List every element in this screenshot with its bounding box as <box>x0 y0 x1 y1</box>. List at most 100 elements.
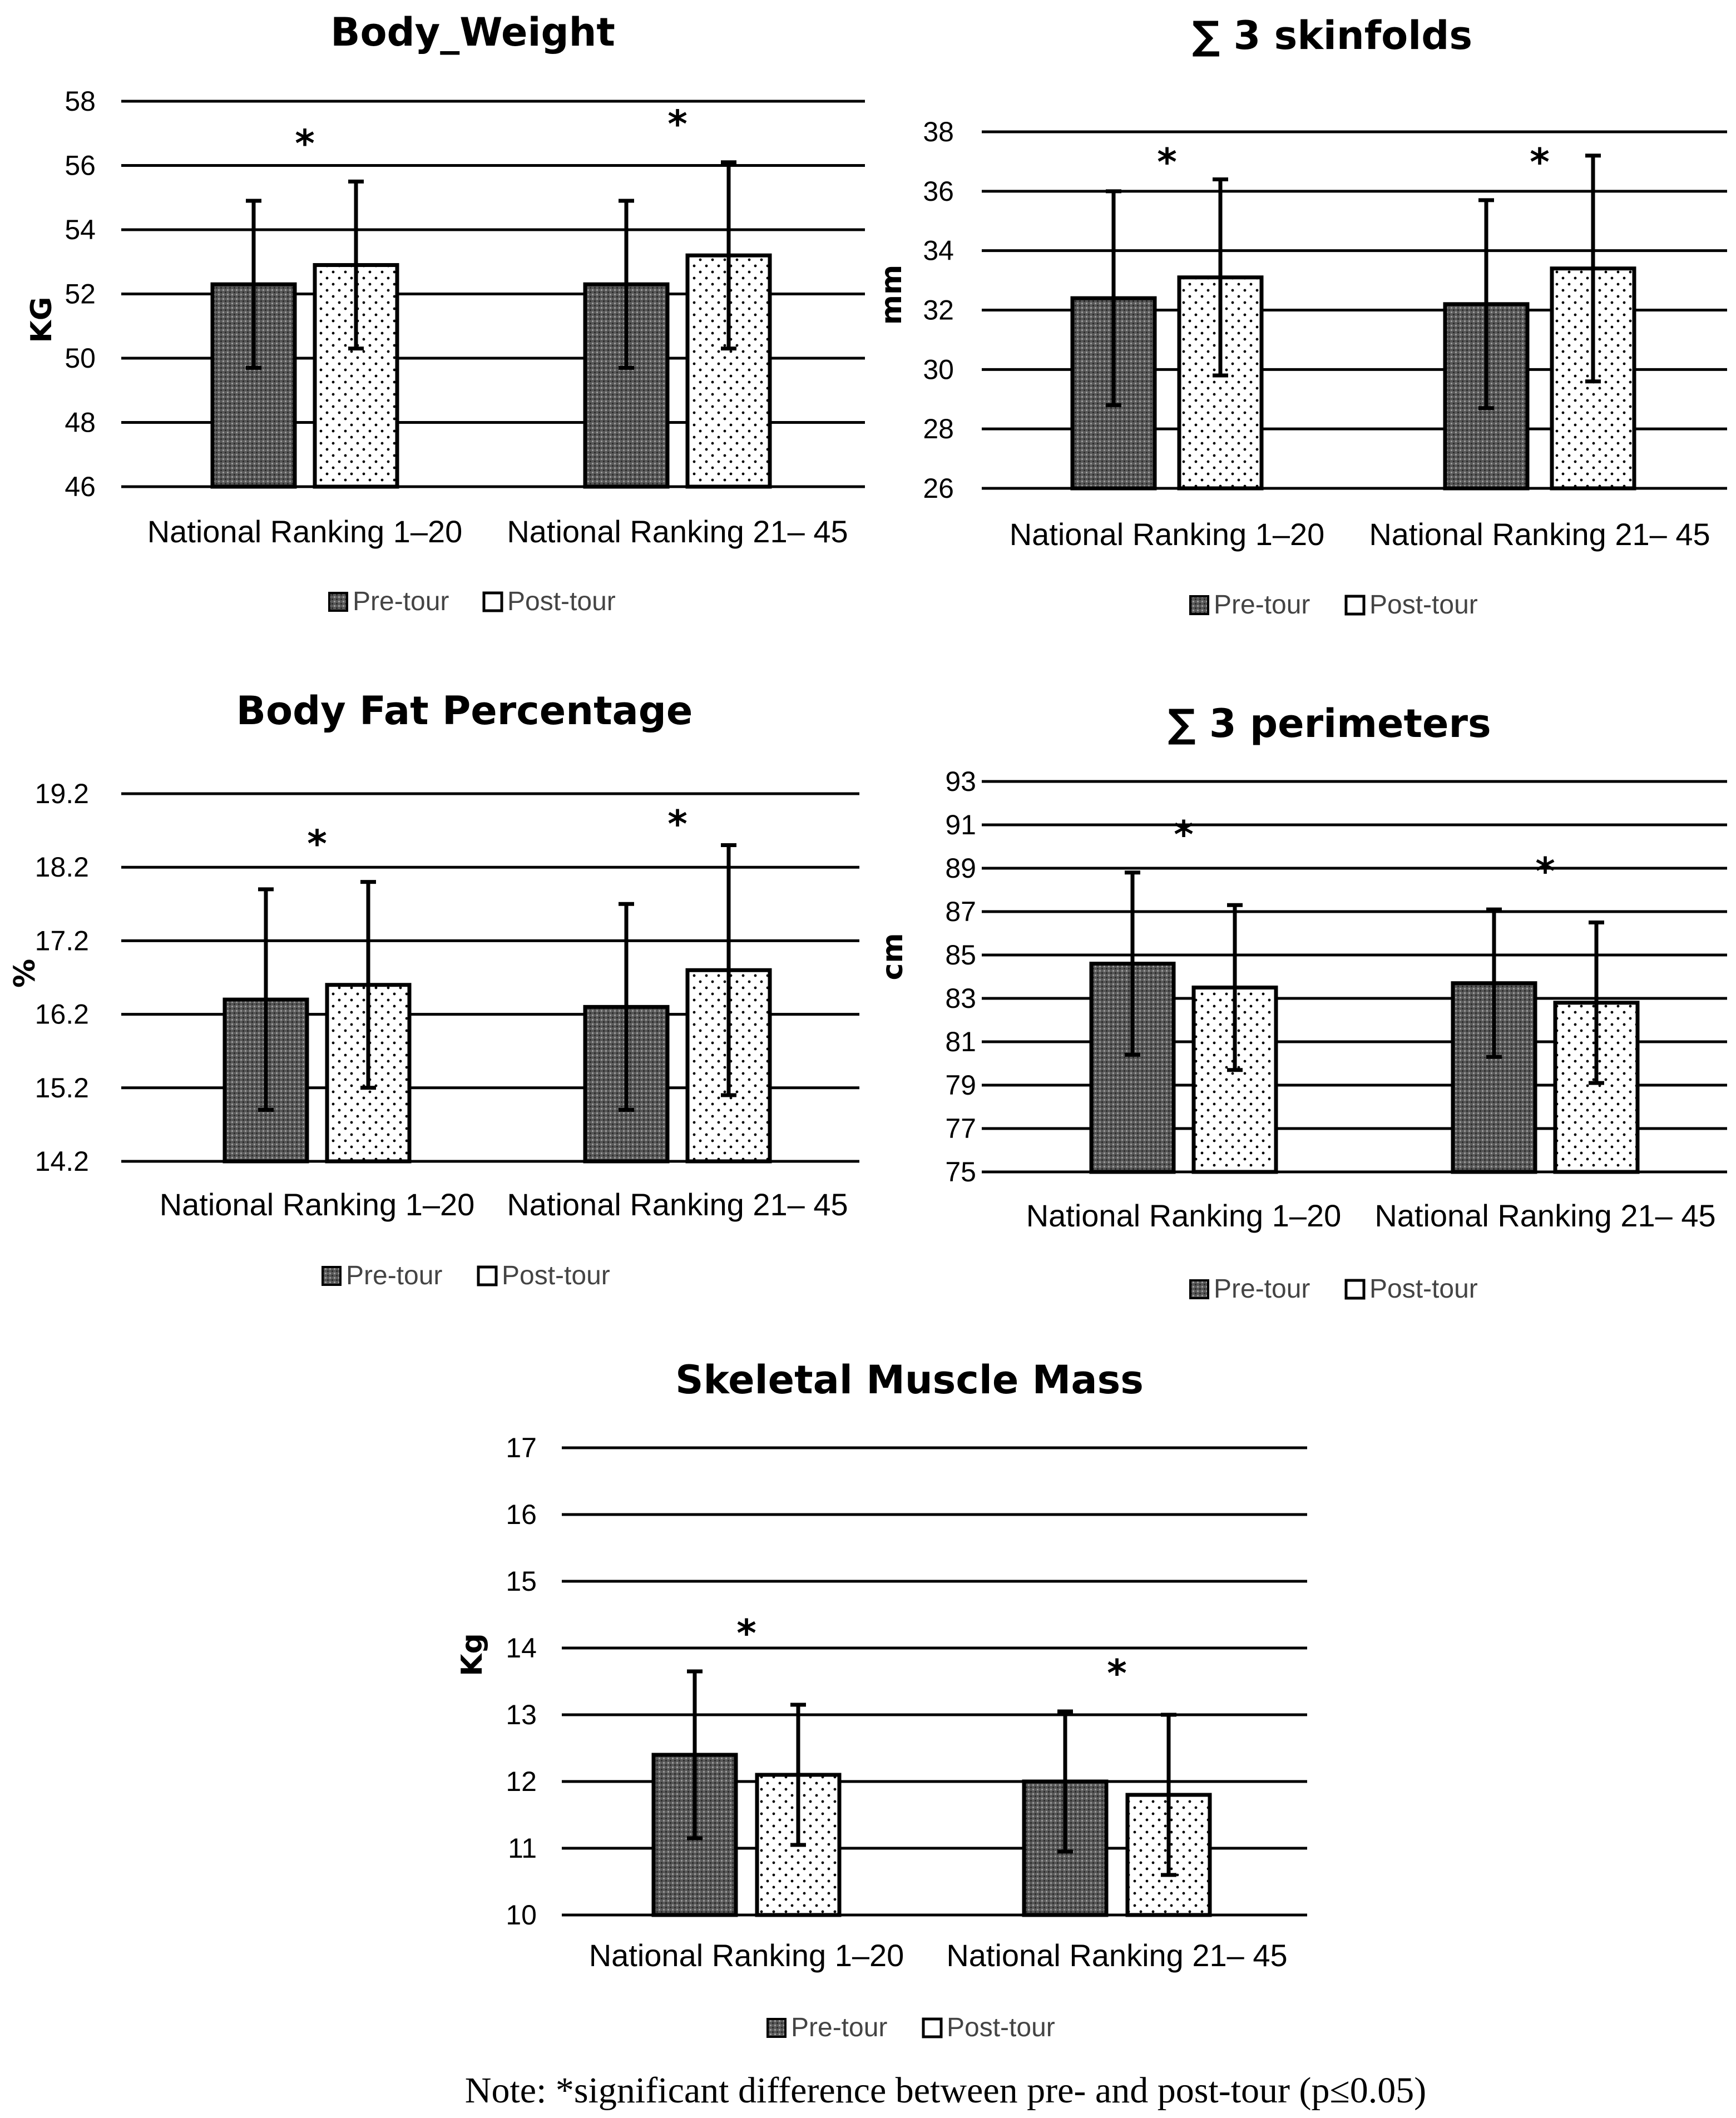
chart-body-fat: Body Fat Percentage 19.2 18.2 17.2 16.2 15.2… <box>8 688 859 1290</box>
y-axis-label: Kg <box>456 1633 489 1676</box>
y-tick-label: 34 <box>923 235 954 266</box>
y-tick-label: 28 <box>923 413 954 444</box>
error-bar <box>619 902 634 1112</box>
y-tick-label: 15 <box>506 1566 537 1597</box>
significance-marker: * <box>736 1612 756 1656</box>
chart-skeletal-muscle: Skeletal Muscle Mass 17 16 15 14 13 12 11 10 * *… <box>456 1357 1307 2042</box>
chart-perimeters: ∑ 3 perimeters 93 91 89 87 85 83 81 79 77 75 * * c… <box>876 701 1727 1304</box>
legend: Pre-tour Post-tour <box>328 587 616 616</box>
y-tick-label: 93 <box>945 766 976 797</box>
legend-swatch-pre <box>322 1266 342 1286</box>
y-tick-label: 89 <box>945 853 976 884</box>
legend: Pre-tour Post-tour <box>766 2013 1055 2042</box>
y-tick-label: 10 <box>506 1899 537 1931</box>
category-label: National Ranking 21– 45 <box>507 1187 848 1222</box>
error-bar <box>1478 198 1494 410</box>
y-tick-label: 16 <box>506 1499 537 1530</box>
legend-label-pre: Pre-tour <box>791 2013 887 2042</box>
chart-title: Skeletal Muscle Mass <box>675 1357 1144 1403</box>
legend-swatch-post <box>477 1265 498 1286</box>
chart-title: Body Fat Percentage <box>236 688 693 734</box>
legend-label-post: Post-tour <box>1369 1274 1478 1304</box>
legend-swatch-pre <box>766 2018 787 2038</box>
chart-title: ∑ 3 perimeters <box>1168 701 1491 746</box>
category-label: National Ranking 1–20 <box>147 514 463 549</box>
y-axis-label: mm <box>875 265 908 325</box>
error-bar <box>619 199 634 370</box>
error-bar <box>1125 870 1140 1057</box>
error-bar <box>258 887 274 1112</box>
legend-swatch-pre <box>1189 1279 1209 1299</box>
y-tick-label: 14 <box>506 1632 537 1664</box>
error-bar <box>348 179 364 351</box>
error-bar <box>790 1703 806 1847</box>
legend-swatch-pre <box>1189 595 1209 615</box>
error-bar <box>1106 189 1121 407</box>
y-tick-label: 91 <box>945 809 976 840</box>
y-tick-label: 50 <box>65 343 96 374</box>
y-tick-label: 77 <box>945 1113 976 1144</box>
legend-swatch-post <box>1344 1279 1366 1300</box>
legend-swatch-pre <box>328 592 348 612</box>
error-bar <box>1589 921 1604 1085</box>
legend-label-pre: Pre-tour <box>1214 590 1310 620</box>
category-label: National Ranking 21– 45 <box>1369 517 1710 552</box>
chart-skinfolds: ∑ 3 skinfolds 38 36 34 32 30 28 26 * * mm Natio… <box>875 13 1727 620</box>
y-axis-label: % <box>8 959 42 988</box>
category-label: National Ranking 21– 45 <box>507 514 848 549</box>
error-bar <box>1486 907 1502 1059</box>
y-tick-label: 79 <box>945 1070 976 1101</box>
y-tick-label: 56 <box>65 150 96 181</box>
error-bar <box>360 880 376 1090</box>
y-tick-label: 14.2 <box>35 1146 89 1177</box>
legend-swatch-post <box>1344 595 1366 616</box>
significance-marker: * <box>295 122 315 166</box>
y-tick-label: 17.2 <box>35 925 89 956</box>
y-tick-label: 87 <box>945 896 976 927</box>
legend-swatch-post <box>922 2017 943 2038</box>
chart-body-weight: Body_Weight 58 56 54 52 50 48 46 * * KG Nationa… <box>25 9 865 616</box>
y-tick-label: 19.2 <box>35 778 89 809</box>
error-bar <box>1227 903 1243 1072</box>
category-label: National Ranking 1–20 <box>1026 1198 1342 1233</box>
category-label: National Ranking 21– 45 <box>1374 1198 1715 1233</box>
y-tick-label: 48 <box>65 407 96 438</box>
significance-marker: * <box>1530 141 1550 185</box>
chart-title: Body_Weight <box>330 9 615 55</box>
figure-note: Note: *significant difference between pr… <box>465 2070 1426 2111</box>
y-tick-label: 12 <box>506 1766 537 1797</box>
error-bar <box>1213 177 1228 378</box>
legend: Pre-tour Post-tour <box>1189 1274 1478 1304</box>
y-tick-label: 32 <box>923 295 954 326</box>
error-bar <box>246 199 261 370</box>
category-label: National Ranking 1–20 <box>1010 517 1325 552</box>
legend-label-pre: Pre-tour <box>1214 1274 1310 1304</box>
y-tick-label: 15.2 <box>35 1072 89 1103</box>
y-tick-label: 83 <box>945 983 976 1014</box>
y-tick-label: 85 <box>945 939 976 971</box>
category-label: National Ranking 1–20 <box>589 1938 904 1973</box>
significance-marker: * <box>667 803 688 847</box>
legend-label-post: Post-tour <box>947 2013 1055 2042</box>
y-axis-label: cm <box>876 933 909 980</box>
significance-marker: * <box>307 823 327 867</box>
chart-title: ∑ 3 skinfolds <box>1192 13 1472 58</box>
error-bar <box>1057 1709 1073 1854</box>
y-tick-label: 17 <box>506 1432 537 1463</box>
significance-marker: * <box>1107 1652 1127 1696</box>
significance-marker: * <box>1157 141 1177 185</box>
error-bar <box>721 843 736 1097</box>
y-tick-label: 18.2 <box>35 852 89 883</box>
significance-marker: * <box>1535 850 1555 894</box>
y-tick-label: 81 <box>945 1026 976 1057</box>
y-tick-label: 13 <box>506 1699 537 1730</box>
legend-label-pre: Pre-tour <box>346 1261 442 1290</box>
category-label: National Ranking 1–20 <box>160 1187 475 1222</box>
y-tick-label: 11 <box>508 1833 537 1864</box>
y-tick-label: 38 <box>923 116 954 147</box>
error-bar <box>1585 154 1601 384</box>
y-tick-label: 36 <box>923 176 954 207</box>
y-tick-label: 30 <box>923 354 954 385</box>
error-bar <box>721 160 736 351</box>
